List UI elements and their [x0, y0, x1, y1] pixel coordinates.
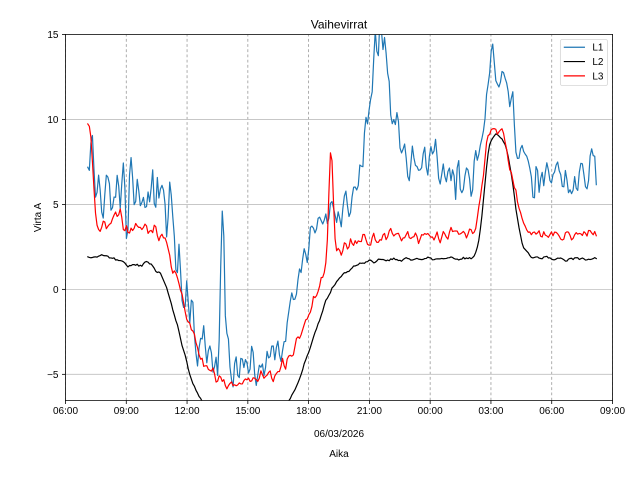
- svg-text:06:00: 06:00: [539, 406, 564, 417]
- svg-text:00:00: 00:00: [418, 406, 443, 417]
- svg-text:06/03/2026: 06/03/2026: [314, 429, 364, 440]
- svg-text:03:00: 03:00: [478, 406, 503, 417]
- svg-text:L2: L2: [592, 57, 604, 68]
- svg-text:Vaihevirrat: Vaihevirrat: [311, 18, 368, 32]
- svg-text:Aika: Aika: [329, 449, 349, 460]
- svg-text:21:00: 21:00: [357, 406, 382, 417]
- svg-text:06:00: 06:00: [53, 406, 78, 417]
- svg-text:5: 5: [53, 200, 59, 211]
- svg-text:18:00: 18:00: [296, 406, 321, 417]
- svg-text:09:00: 09:00: [600, 406, 625, 417]
- svg-text:Virta A: Virta A: [33, 203, 44, 233]
- svg-text:10: 10: [47, 115, 59, 126]
- svg-text:L3: L3: [592, 71, 604, 82]
- svg-text:−5: −5: [47, 370, 59, 381]
- svg-text:15:00: 15:00: [235, 406, 260, 417]
- svg-text:15: 15: [47, 30, 59, 41]
- svg-text:0: 0: [53, 285, 59, 296]
- svg-text:09:00: 09:00: [114, 406, 139, 417]
- svg-text:L1: L1: [592, 43, 604, 54]
- svg-text:12:00: 12:00: [175, 406, 200, 417]
